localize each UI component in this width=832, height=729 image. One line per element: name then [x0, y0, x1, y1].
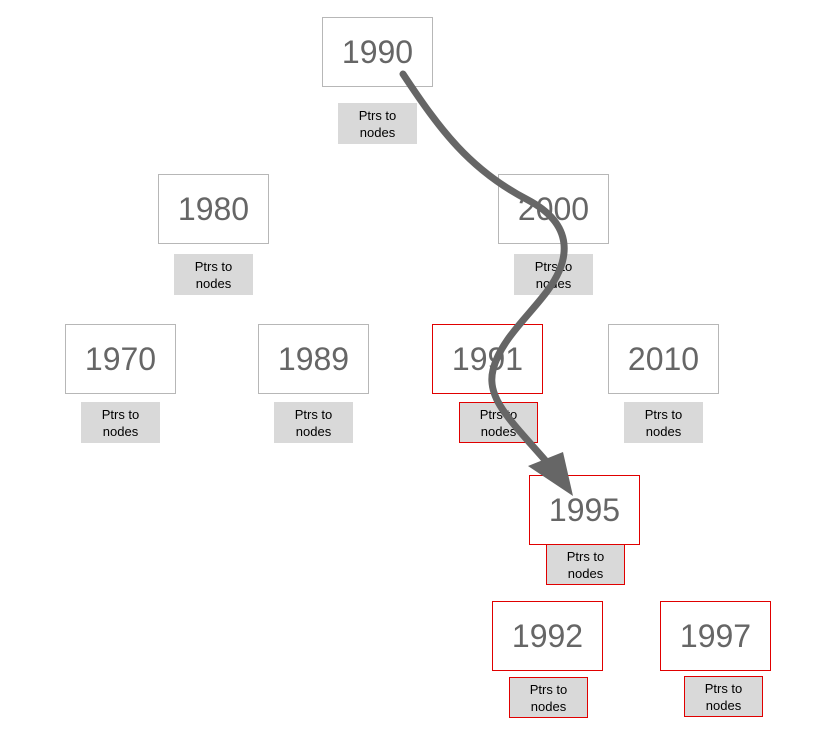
node-1991-year: 1991: [451, 340, 524, 377]
node-1992: 1992: [492, 601, 603, 671]
ptrs-label-line2: nodes: [480, 423, 517, 439]
node-1992-ptrs: Ptrs to nodes: [509, 677, 588, 718]
node-1997: 1997: [660, 601, 771, 671]
ptrs-label-line1: Ptrs to: [101, 406, 140, 422]
node-1995: 1995: [529, 475, 640, 545]
node-1970-ptrs: Ptrs to nodes: [81, 402, 160, 443]
ptrs-label-line1: Ptrs to: [644, 406, 683, 422]
ptrs-label-line2: nodes: [567, 565, 604, 581]
node-1990-year: 1990: [341, 33, 414, 70]
node-1995-year: 1995: [548, 491, 621, 528]
node-2010-ptrs: Ptrs to nodes: [624, 402, 703, 443]
ptrs-label-line2: nodes: [645, 423, 682, 439]
ptrs-label-line2: nodes: [195, 275, 232, 291]
ptrs-label-line1: Ptrs to: [194, 258, 233, 274]
ptrs-label-line1: Ptrs to: [358, 107, 397, 123]
ptrs-label-line1: Ptrs to: [529, 681, 568, 697]
ptrs-label-line2: nodes: [359, 124, 396, 140]
search-path-curve: [399, 70, 568, 464]
ptrs-label-line2: nodes: [705, 697, 742, 713]
node-2010-year: 2010: [627, 340, 700, 377]
node-1992-year: 1992: [511, 617, 584, 654]
node-1970-year: 1970: [84, 340, 157, 377]
node-2010: 2010: [608, 324, 719, 394]
node-1970: 1970: [65, 324, 176, 394]
node-1980-year: 1980: [177, 190, 250, 227]
node-1990-ptrs: Ptrs to nodes: [338, 103, 417, 144]
node-1997-ptrs: Ptrs to nodes: [684, 676, 763, 717]
ptrs-label-line1: Ptrs to: [294, 406, 333, 422]
node-1995-ptrs: Ptrs to nodes: [546, 544, 625, 585]
node-1980: 1980: [158, 174, 269, 244]
node-1989: 1989: [258, 324, 369, 394]
node-1991: 1991: [432, 324, 543, 394]
node-1990: 1990: [322, 17, 433, 87]
node-1989-ptrs: Ptrs to nodes: [274, 402, 353, 443]
ptrs-label-line1: Ptrs to: [566, 548, 605, 564]
node-1997-year: 1997: [679, 617, 752, 654]
ptrs-label-line2: nodes: [295, 423, 332, 439]
node-1980-ptrs: Ptrs to nodes: [174, 254, 253, 295]
ptrs-label-line2: nodes: [102, 423, 139, 439]
ptrs-label-line1: Ptrs to: [704, 680, 743, 696]
node-1989-year: 1989: [277, 340, 350, 377]
ptrs-label-line2: nodes: [530, 698, 567, 714]
search-path-arrowhead: [528, 452, 573, 496]
